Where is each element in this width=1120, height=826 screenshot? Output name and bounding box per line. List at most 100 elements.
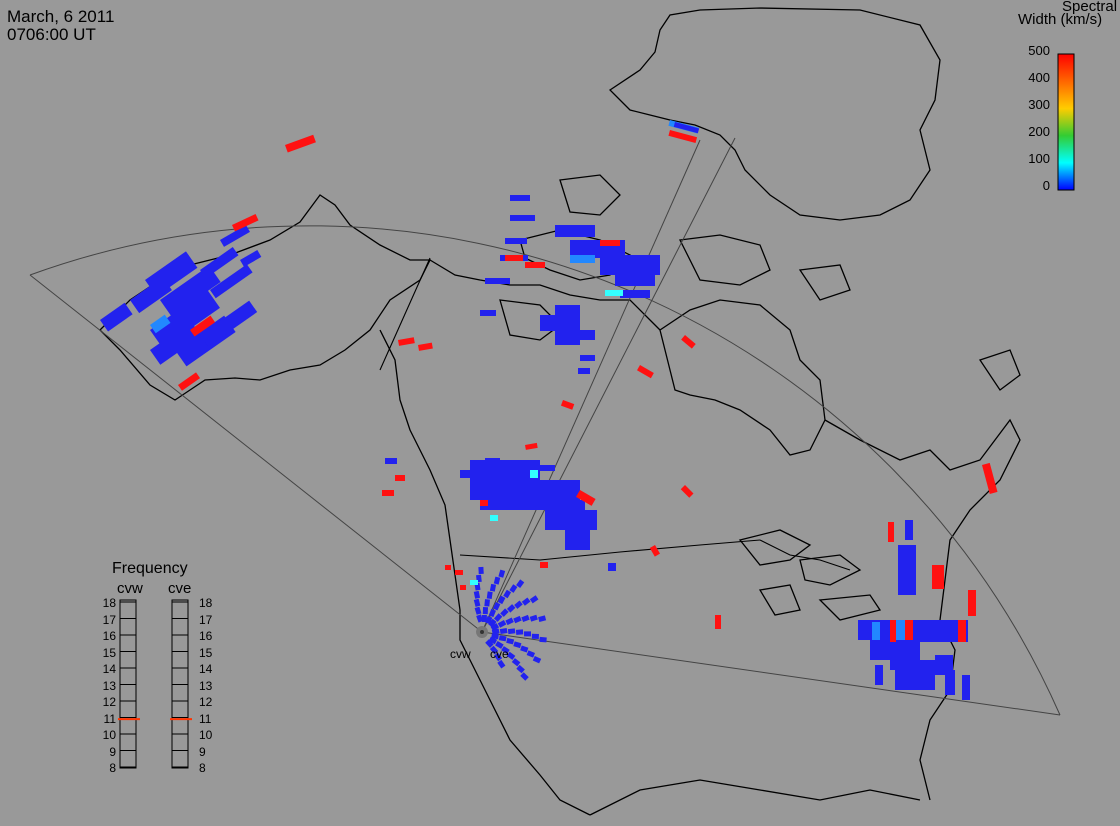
echo-cell — [505, 255, 523, 261]
echo-cell — [480, 310, 496, 316]
echo-cell — [529, 614, 538, 622]
echo-cell — [510, 215, 535, 221]
echo-cell — [160, 265, 221, 317]
echo-cell — [511, 658, 521, 667]
echo-cell — [538, 615, 547, 623]
echo-cell — [497, 595, 506, 605]
frequency-scale-left-9: 9 — [109, 744, 116, 759]
echo-cell — [145, 251, 198, 297]
legend-tick-100: 100 — [1028, 151, 1050, 166]
coastlines — [99, 7, 1021, 816]
echo-cell — [473, 590, 481, 599]
echo-cell — [488, 608, 497, 618]
echo-cell — [962, 675, 970, 700]
echo-cell — [520, 645, 529, 653]
echo-cell — [473, 598, 481, 607]
echo-cell — [178, 372, 201, 391]
echo-cell — [895, 620, 905, 640]
echo-cell — [488, 618, 497, 628]
frequency-scale-right-14: 14 — [199, 662, 213, 676]
echo-cell — [608, 563, 616, 571]
frequency-scale-left-17: 17 — [102, 612, 116, 627]
frequency-scale-right-18: 18 — [199, 596, 213, 610]
echo-cell — [480, 500, 488, 506]
frequency-radar-left-label: cvw — [117, 580, 143, 597]
echo-cell — [715, 615, 721, 629]
echo-cell — [497, 619, 507, 628]
echo-cell — [958, 620, 966, 642]
echo-cell — [580, 355, 595, 361]
echo-cell — [485, 458, 500, 466]
echo-cell — [506, 637, 515, 645]
echo-cell — [578, 368, 590, 374]
echo-cell — [489, 645, 499, 655]
echo-cell — [474, 606, 482, 615]
echo-cell — [521, 597, 531, 606]
echo-cell — [870, 640, 890, 660]
frequency-scale-right-12: 12 — [199, 695, 213, 709]
echo-cell — [520, 672, 529, 681]
frequency-scale-right-11: 11 — [199, 711, 212, 726]
echo-cell — [489, 583, 497, 592]
echo-cell — [525, 442, 538, 450]
frequency-scale-left-8: 8 — [109, 761, 116, 775]
echo-cell — [493, 576, 501, 585]
echo-cell — [945, 670, 955, 695]
echo-cell — [570, 255, 595, 263]
backscatter-echoes — [99, 120, 998, 700]
echo-cell — [890, 620, 896, 642]
echo-cell — [495, 641, 504, 649]
echo-cell — [417, 342, 433, 351]
frequency-gauges — [118, 599, 192, 769]
echo-cell — [498, 635, 507, 642]
legend-tick-500: 500 — [1028, 43, 1050, 58]
echo-cell — [493, 652, 503, 662]
echo-cell — [982, 462, 998, 494]
echo-cell — [488, 636, 498, 645]
site-label-cve: cve — [490, 647, 509, 661]
echo-cell — [150, 314, 171, 334]
echo-cell — [498, 569, 506, 578]
spectral-width-colorbar — [1057, 53, 1075, 191]
frequency-scale-right-13: 13 — [199, 678, 213, 693]
echo-cell — [500, 608, 509, 617]
echo-cell — [99, 302, 133, 332]
echo-cell — [888, 522, 894, 542]
borders — [379, 257, 851, 571]
frequency-scale-right-16: 16 — [199, 629, 213, 643]
echo-cell — [539, 636, 547, 643]
echo-cell — [482, 607, 489, 615]
echo-cell — [209, 264, 253, 299]
echo-cell — [680, 484, 694, 498]
frequency-scale-right-15: 15 — [199, 645, 213, 660]
echo-cell — [485, 639, 494, 648]
echo-cell — [555, 225, 595, 237]
echo-cell — [492, 602, 501, 611]
echo-cell — [540, 465, 555, 471]
echo-cell — [476, 614, 484, 623]
echo-cell — [513, 615, 522, 624]
legend-tick-0: 0 — [1042, 178, 1050, 193]
echo-cell — [875, 665, 883, 685]
echo-cell — [509, 584, 518, 593]
echo-cell — [490, 623, 500, 632]
echo-cell — [284, 134, 316, 153]
echo-cell — [507, 628, 516, 635]
echo-cell — [490, 515, 498, 521]
echo-cell — [510, 195, 530, 201]
echo-cell — [231, 214, 259, 232]
echo-cell — [506, 604, 516, 613]
echo-cell — [620, 290, 650, 298]
echo-cell — [615, 270, 655, 286]
echo-cell — [516, 664, 525, 674]
echo-cell — [220, 225, 250, 247]
frequency-scale-left-15: 15 — [102, 645, 116, 660]
echo-cell — [905, 520, 913, 540]
echo-cell — [505, 617, 514, 626]
echo-cell — [501, 646, 510, 655]
echo-cell — [516, 579, 525, 589]
echo-cell — [523, 631, 532, 637]
echo-cell — [460, 585, 466, 590]
echo-cell — [932, 565, 944, 589]
